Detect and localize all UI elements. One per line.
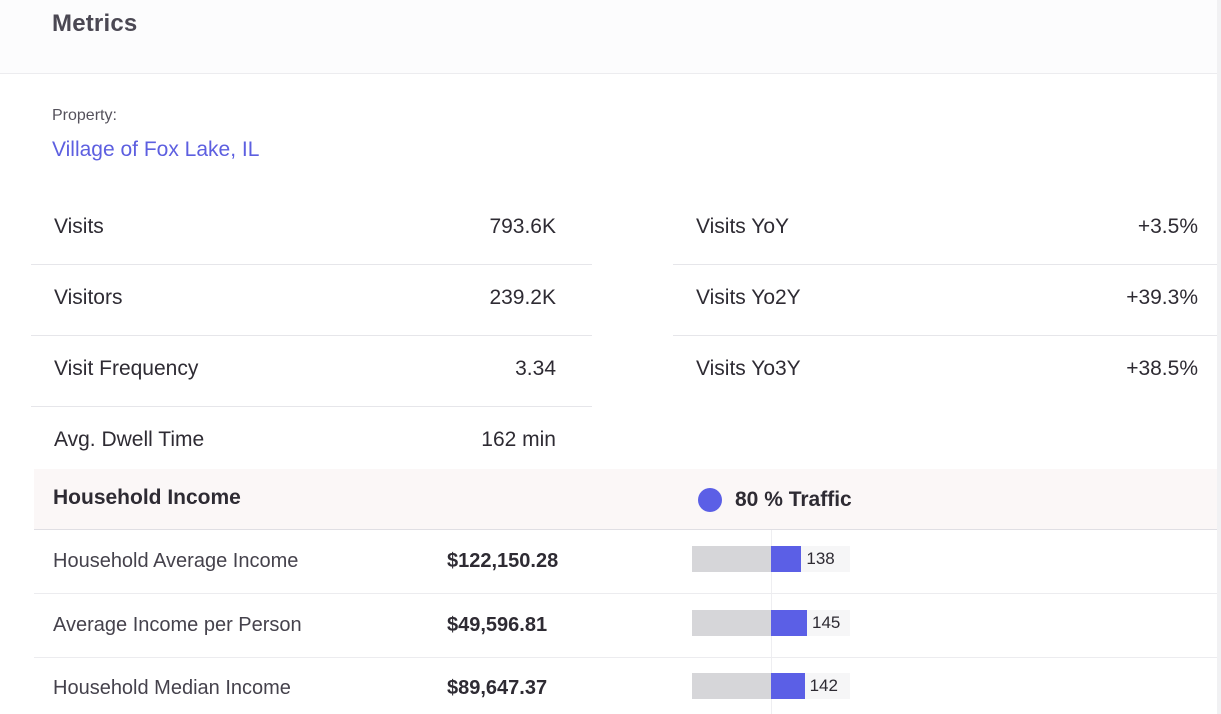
index-value: 145	[812, 613, 841, 632]
index-value: 142	[809, 676, 838, 695]
metric-label: Visits Yo2Y	[696, 286, 801, 309]
index-value: 138	[806, 549, 835, 568]
metric-value: +38.5%	[1126, 357, 1198, 380]
income-label: Average Income per Person	[53, 614, 302, 636]
index-bar: 145	[692, 610, 850, 636]
income-amount: $89,647.37	[447, 677, 548, 699]
legend-dot-icon	[698, 488, 722, 512]
income-amount: $122,150.28	[447, 550, 559, 572]
metric-label: Visits YoY	[696, 215, 790, 238]
metric-value: 793.6K	[489, 215, 556, 238]
metrics-header: Metrics	[0, 0, 1221, 74]
index-bar-base	[692, 610, 771, 636]
index-bar-base	[692, 673, 771, 699]
index-bar: 138	[692, 546, 850, 572]
metric-row-visits-yo3y: Visits Yo3Y +38.5%	[673, 336, 1217, 406]
page-title: Metrics	[52, 10, 138, 37]
metric-value: 239.2K	[489, 286, 556, 309]
index-bar-fill	[771, 546, 802, 572]
index-bar-fill	[771, 610, 807, 636]
metric-row-avg-dwell-time: Avg. Dwell Time 162 min	[31, 407, 592, 477]
metric-row-visits-yo2y: Visits Yo2Y +39.3%	[673, 265, 1217, 336]
metric-label: Visits	[54, 215, 104, 238]
metric-row-visitors: Visitors 239.2K	[31, 265, 592, 336]
property-label: Property:	[52, 107, 117, 124]
income-row: Household Median Income $89,647.37 142	[34, 657, 1217, 714]
metric-row-visits: Visits 793.6K	[31, 194, 592, 265]
metric-label: Visitors	[54, 286, 123, 309]
income-label: Household Average Income	[53, 550, 299, 572]
index-bar-base	[692, 546, 771, 572]
income-label: Household Median Income	[53, 677, 291, 699]
metric-label: Avg. Dwell Time	[54, 428, 205, 451]
metric-label: Visit Frequency	[54, 357, 199, 380]
metric-value: 3.34	[515, 357, 556, 380]
index-bar: 142	[692, 673, 850, 699]
metric-row-visit-frequency: Visit Frequency 3.34	[31, 336, 592, 407]
index-bar-fill	[771, 673, 805, 699]
metric-value: 162 min	[481, 428, 556, 451]
metric-row-visits-yoy: Visits YoY +3.5%	[673, 194, 1217, 265]
metric-value: +39.3%	[1126, 286, 1198, 309]
property-name-link[interactable]: Village of Fox Lake, IL	[52, 138, 260, 161]
section-title: Household Income	[53, 486, 241, 509]
income-row: Average Income per Person $49,596.81 145	[34, 594, 1217, 658]
income-amount: $49,596.81	[447, 614, 548, 636]
household-income-header: Household Income 80 % Traffic	[34, 469, 1217, 530]
metric-value: +3.5%	[1137, 215, 1198, 238]
income-row: Household Average Income $122,150.28 138	[34, 530, 1217, 594]
metric-label: Visits Yo3Y	[696, 357, 801, 380]
legend-label: 80 % Traffic	[735, 488, 852, 511]
scroll-edge	[1217, 0, 1221, 714]
